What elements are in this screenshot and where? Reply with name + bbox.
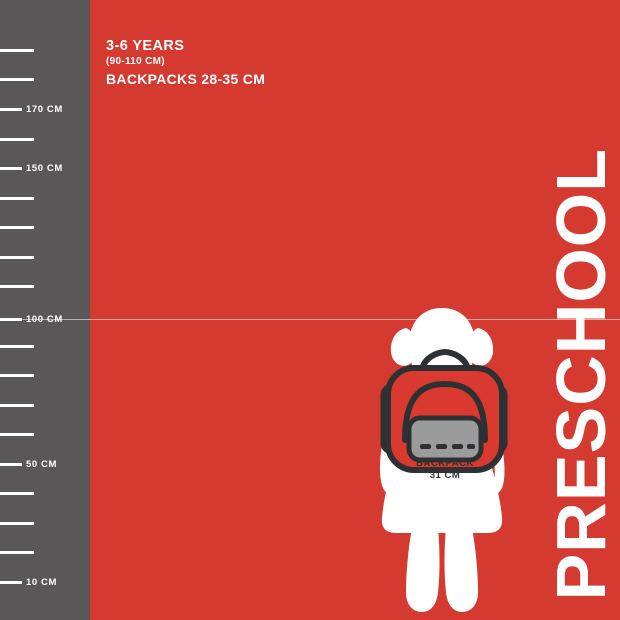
ruler-tick-120 <box>0 256 34 259</box>
header-text-block: 3-6 YEARS (90-110 CM) BACKPACKS 28-35 CM <box>106 38 265 88</box>
ruler-tick-80 <box>0 374 34 377</box>
ruler-tick-90 <box>0 345 34 348</box>
ruler-tick-160 <box>0 138 34 141</box>
backpack-illustration <box>380 348 508 473</box>
ruler-label-50: 50 CM <box>26 459 57 470</box>
ruler-tick-140 <box>0 197 34 200</box>
backpack-spec-label: BACKPACKS 28-35 CM <box>106 70 266 87</box>
age-range-label: 3-6 YEARS <box>106 38 185 54</box>
ruler-tick-50 <box>0 463 22 466</box>
ruler-tick-190 <box>0 49 34 52</box>
ruler-label-170: 170 CM <box>26 104 63 115</box>
reference-line-100cm <box>0 319 620 320</box>
ruler-tick-180 <box>0 78 34 81</box>
ruler-tick-30 <box>0 522 34 525</box>
height-range-label: (90-110 CM) <box>106 55 165 67</box>
ruler-tick-60 <box>0 433 34 436</box>
child-figure-illustration: BACKPACK 31 CM <box>360 300 530 620</box>
ruler-tick-170 <box>0 108 22 111</box>
ruler-tick-70 <box>0 404 34 407</box>
ruler-label-150: 150 CM <box>26 163 63 174</box>
ruler-tick-110 <box>0 285 34 288</box>
page-title-preschool: PRESCHOOL <box>541 147 620 600</box>
ruler-tick-150 <box>0 167 22 170</box>
ruler-label-10: 10 CM <box>26 577 57 588</box>
ruler-tick-10 <box>0 581 22 584</box>
ruler-tick-130 <box>0 226 34 229</box>
ruler-tick-40 <box>0 492 34 495</box>
ruler-tick-20 <box>0 551 34 554</box>
